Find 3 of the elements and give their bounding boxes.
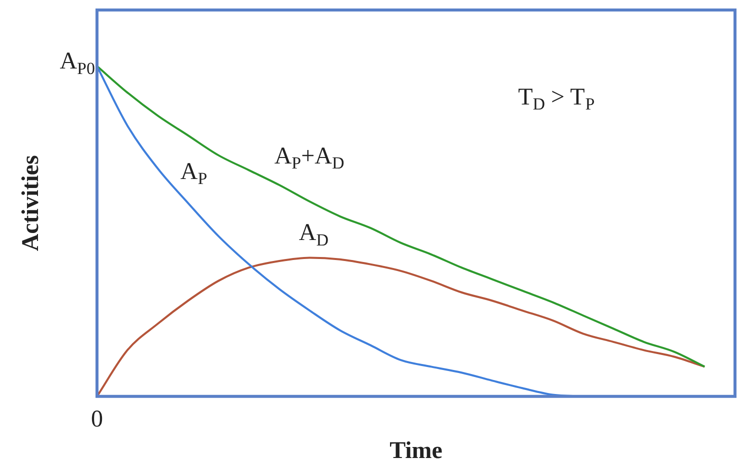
x-axis-title: Time xyxy=(390,438,443,464)
text: 0 xyxy=(91,406,103,433)
y-axis-title: Activities xyxy=(18,155,44,252)
